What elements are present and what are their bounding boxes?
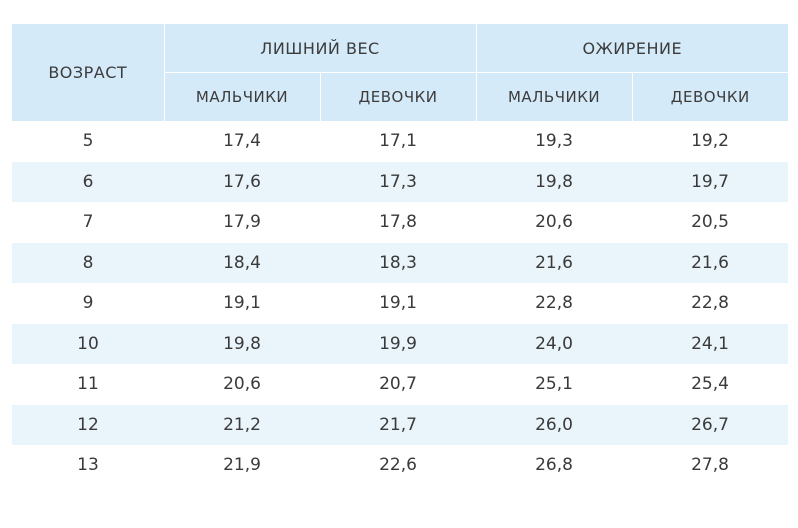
value-cell: 17,8 bbox=[320, 202, 477, 243]
value-cell: 17,1 bbox=[320, 121, 477, 162]
group-header-overweight: ЛИШНИЙ ВЕС bbox=[164, 24, 477, 73]
subheader-obesity-girls: ДЕВОЧКИ bbox=[632, 72, 789, 121]
value-cell: 24,1 bbox=[632, 323, 789, 364]
table-body: 5 17,4 17,1 19,3 19,2 6 17,6 17,3 19,8 1… bbox=[12, 121, 789, 486]
bmi-table-container: ВОЗРАСТ ЛИШНИЙ ВЕС ОЖИРЕНИЕ МАЛЬЧИКИ ДЕВ… bbox=[12, 24, 789, 486]
value-cell: 19,3 bbox=[476, 121, 633, 162]
value-cell: 21,6 bbox=[476, 242, 633, 283]
value-cell: 25,1 bbox=[476, 364, 633, 405]
table-row: 13 21,9 22,6 26,8 27,8 bbox=[12, 445, 789, 486]
value-cell: 18,4 bbox=[164, 242, 320, 283]
age-cell: 12 bbox=[12, 404, 164, 445]
value-cell: 20,7 bbox=[320, 364, 477, 405]
bmi-table: ВОЗРАСТ ЛИШНИЙ ВЕС ОЖИРЕНИЕ МАЛЬЧИКИ ДЕВ… bbox=[12, 24, 789, 486]
value-cell: 21,9 bbox=[164, 445, 320, 486]
age-cell: 11 bbox=[12, 364, 164, 405]
value-cell: 19,1 bbox=[320, 283, 477, 324]
value-cell: 17,3 bbox=[320, 161, 477, 202]
value-cell: 19,8 bbox=[164, 323, 320, 364]
value-cell: 19,2 bbox=[632, 121, 789, 162]
subheader-overweight-boys: МАЛЬЧИКИ bbox=[164, 72, 321, 121]
value-cell: 19,7 bbox=[632, 161, 789, 202]
value-cell: 21,6 bbox=[632, 242, 789, 283]
value-cell: 27,8 bbox=[632, 445, 789, 486]
value-cell: 22,6 bbox=[320, 445, 477, 486]
table-row: 5 17,4 17,1 19,3 19,2 bbox=[12, 121, 789, 162]
age-cell: 9 bbox=[12, 283, 164, 324]
value-cell: 19,8 bbox=[476, 161, 633, 202]
age-cell: 7 bbox=[12, 202, 164, 243]
table-row: 7 17,9 17,8 20,6 20,5 bbox=[12, 202, 789, 243]
age-cell: 10 bbox=[12, 323, 164, 364]
value-cell: 20,6 bbox=[164, 364, 320, 405]
value-cell: 25,4 bbox=[632, 364, 789, 405]
age-cell: 13 bbox=[12, 445, 164, 486]
value-cell: 22,8 bbox=[476, 283, 633, 324]
age-cell: 5 bbox=[12, 121, 164, 162]
age-column-header: ВОЗРАСТ bbox=[12, 24, 165, 121]
value-cell: 24,0 bbox=[476, 323, 633, 364]
value-cell: 21,7 bbox=[320, 404, 477, 445]
value-cell: 26,7 bbox=[632, 404, 789, 445]
table-row: 10 19,8 19,9 24,0 24,1 bbox=[12, 323, 789, 364]
value-cell: 17,4 bbox=[164, 121, 320, 162]
value-cell: 19,9 bbox=[320, 323, 477, 364]
value-cell: 21,2 bbox=[164, 404, 320, 445]
value-cell: 19,1 bbox=[164, 283, 320, 324]
table-row: 12 21,2 21,7 26,0 26,7 bbox=[12, 404, 789, 445]
table-row: 11 20,6 20,7 25,1 25,4 bbox=[12, 364, 789, 405]
value-cell: 17,6 bbox=[164, 161, 320, 202]
value-cell: 26,8 bbox=[476, 445, 633, 486]
table-row: 9 19,1 19,1 22,8 22,8 bbox=[12, 283, 789, 324]
age-cell: 6 bbox=[12, 161, 164, 202]
value-cell: 20,6 bbox=[476, 202, 633, 243]
table-row: 6 17,6 17,3 19,8 19,7 bbox=[12, 161, 789, 202]
value-cell: 22,8 bbox=[632, 283, 789, 324]
group-header-obesity: ОЖИРЕНИЕ bbox=[476, 24, 789, 73]
value-cell: 17,9 bbox=[164, 202, 320, 243]
subheader-overweight-girls: ДЕВОЧКИ bbox=[320, 72, 477, 121]
value-cell: 26,0 bbox=[476, 404, 633, 445]
value-cell: 20,5 bbox=[632, 202, 789, 243]
value-cell: 18,3 bbox=[320, 242, 477, 283]
subheader-obesity-boys: МАЛЬЧИКИ bbox=[476, 72, 633, 121]
age-cell: 8 bbox=[12, 242, 164, 283]
table-row: 8 18,4 18,3 21,6 21,6 bbox=[12, 242, 789, 283]
table-header: ВОЗРАСТ ЛИШНИЙ ВЕС ОЖИРЕНИЕ МАЛЬЧИКИ ДЕВ… bbox=[12, 24, 789, 121]
